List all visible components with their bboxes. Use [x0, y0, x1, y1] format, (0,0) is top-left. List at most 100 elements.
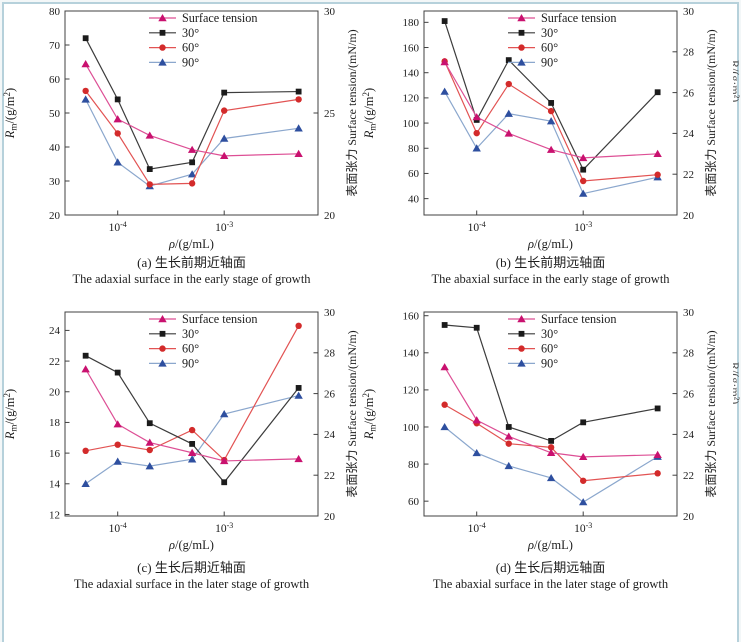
y-tick-label-right: 22	[683, 470, 694, 482]
legend-item: 60°	[508, 41, 558, 55]
legend-item: 30°	[508, 327, 558, 341]
series-60-	[441, 401, 661, 484]
legend-label: 60°	[182, 342, 199, 356]
y-tick-label: 16	[49, 448, 61, 460]
y-tick-label-right: 22	[324, 470, 335, 482]
y-tick-label: 140	[403, 348, 420, 360]
legend-item: Surface tension	[508, 312, 616, 326]
y-tick-label: 20	[49, 387, 61, 399]
panel-c: 12 14 16 18 20 22 24 20 22 24 26 28 30 10-4 10-3 ρ/(g/m…	[1, 302, 371, 592]
legend-label: 90°	[182, 356, 199, 370]
clipped-adjacent-label: R/(g·m²)	[733, 362, 741, 405]
legend-label: 60°	[541, 41, 558, 55]
legend-item: 90°	[508, 356, 558, 370]
y-tick-label: 80	[408, 143, 420, 155]
x-tick-label: 10-4	[468, 521, 486, 535]
y-axis-left: 40 60 80 100 120 140 160 180	[403, 17, 429, 205]
x-tick-label: 10-3	[574, 220, 592, 234]
legend-item: 30°	[508, 26, 558, 40]
series-90-	[440, 87, 662, 197]
y-tick-label: 120	[403, 93, 420, 105]
y-tick-label-right: 28	[683, 47, 695, 59]
legend-label: 30°	[182, 26, 199, 40]
legend-item: 60°	[508, 342, 558, 356]
y-tick-label: 20	[49, 210, 61, 222]
x-axis-title: ρ/(g/mL)	[168, 538, 214, 552]
legend-item: Surface tension	[149, 11, 257, 25]
legend-item: Surface tension	[149, 312, 257, 326]
y-axis-title-right: 表面张力 Surface tension/(mN/m)	[345, 29, 359, 196]
y-tick-label: 60	[49, 74, 61, 86]
caption-b-zh: (b) 生长前期远轴面	[495, 255, 606, 270]
x-tick-label: 10-3	[215, 521, 233, 535]
series-30-	[441, 322, 661, 444]
panel-b: 40 60 80 100 120 140 160 180 20 22 24 26 28 30 10-4 10-…	[360, 1, 730, 287]
y-tick-label: 160	[403, 42, 420, 54]
y-tick-label: 100	[403, 118, 420, 130]
caption-b-en: The abaxial surface in the early stage o…	[431, 272, 670, 286]
x-axis-title: ρ/(g/mL)	[527, 237, 573, 251]
y-axis-title-left: Rm/(g/m2)	[361, 88, 378, 139]
y-tick-label-right: 28	[324, 348, 336, 360]
x-tick-label: 10-4	[109, 220, 127, 234]
x-axis-title: ρ/(g/mL)	[168, 237, 214, 251]
legend-label: 30°	[541, 26, 558, 40]
legend-item: 60°	[149, 342, 199, 356]
series-surface-tension	[81, 365, 303, 465]
y-tick-label-right: 24	[324, 429, 336, 441]
y-axis-title-right: 表面张力 Surface tension/(mN/m)	[704, 29, 718, 196]
y-tick-label: 70	[49, 40, 61, 52]
x-tick-label: 10-4	[468, 220, 486, 234]
y-tick-label-right: 24	[683, 429, 695, 441]
y-axis-right: 20 22 24 26 28 30	[313, 307, 336, 523]
y-axis-title-left: Rm/(g/m2)	[2, 88, 19, 139]
y-tick-label-right: 26	[324, 388, 336, 400]
y-tick-label-right: 25	[324, 108, 336, 120]
x-tick-label: 10-3	[215, 220, 233, 234]
panel-d: 60 80 100 120 140 160 20 22 24 26 28 30 10-4 10-3 ρ/(g…	[360, 302, 730, 592]
legend-item: 90°	[508, 55, 558, 69]
y-tick-label: 80	[49, 6, 61, 18]
caption-a-zh: (a) 生长前期近轴面	[137, 255, 246, 270]
y-tick-label-right: 20	[683, 210, 695, 222]
y-tick-label: 22	[49, 356, 60, 368]
y-tick-label: 40	[408, 193, 420, 205]
x-axis: 10-4 10-3	[468, 210, 592, 234]
legend-label: Surface tension	[541, 11, 616, 25]
legend-label: Surface tension	[541, 312, 616, 326]
plot-frame	[423, 311, 678, 517]
y-tick-label: 140	[403, 68, 420, 80]
y-tick-label: 60	[408, 168, 420, 180]
y-axis-left: 60 80 100 120 140 160	[403, 311, 429, 508]
legend-item: 60°	[149, 41, 199, 55]
y-axis-right: 20 25 30	[313, 6, 336, 222]
legend-label: 30°	[541, 327, 558, 341]
caption-d-en: The abaxial surface in the later stage o…	[432, 577, 669, 591]
series-60-	[82, 87, 302, 188]
series-surface-tension	[440, 363, 662, 461]
legend-item: 90°	[149, 356, 199, 370]
panel-a: 20 30 40 50 60 70 80 20 25 30 10-4 10-3 ρ/(g/mL) Rm/(…	[1, 1, 371, 287]
legend-item: 90°	[149, 55, 199, 69]
legend-label: Surface tension	[182, 312, 257, 326]
legend-item: Surface tension	[508, 11, 616, 25]
y-tick-label: 24	[49, 325, 61, 337]
y-tick-label: 100	[403, 422, 420, 434]
clipped-adjacent-label: R/(g·m²)	[733, 60, 741, 103]
y-tick-label: 14	[49, 479, 61, 491]
y-tick-label-right: 30	[683, 6, 695, 18]
series-30-	[82, 352, 302, 486]
caption-c-en: The adaxial surface in the later stage o…	[73, 577, 310, 591]
legend-label: 60°	[182, 41, 199, 55]
y-axis-title-left: Rm/(g/m2)	[361, 389, 378, 440]
x-tick-label: 10-3	[574, 521, 592, 535]
plot-frame	[64, 311, 319, 517]
y-tick-label-right: 26	[683, 388, 695, 400]
legend-label: Surface tension	[182, 11, 257, 25]
y-tick-label-right: 24	[683, 128, 695, 140]
